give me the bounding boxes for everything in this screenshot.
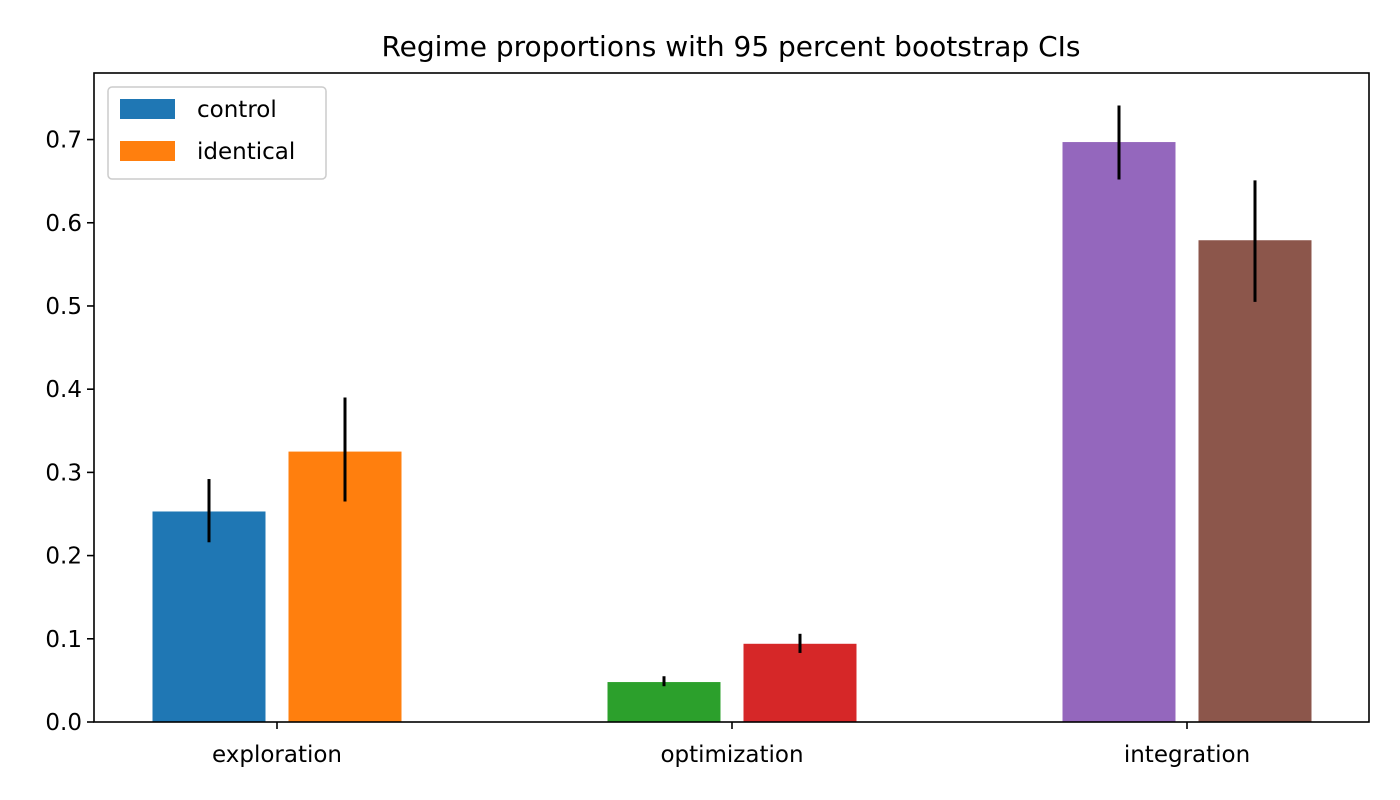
bar-optimization-control <box>607 682 721 722</box>
x-axis: exploration optimization integration <box>212 722 1250 768</box>
x-tick-label: exploration <box>212 742 342 768</box>
y-tick-label: 0.6 <box>45 211 82 237</box>
bar-integration-control <box>1062 142 1176 723</box>
x-tick-label: optimization <box>660 742 803 768</box>
bar-optimization-identical <box>743 643 857 722</box>
y-tick-label: 0.4 <box>45 377 82 403</box>
y-tick-label: 0.0 <box>45 710 82 736</box>
y-axis: 0.0 0.1 0.2 0.3 0.4 0.5 0.6 0.7 <box>45 128 94 736</box>
x-tick-label: integration <box>1124 742 1250 768</box>
bars-layer <box>152 142 1312 723</box>
legend-label-identical: identical <box>197 139 295 165</box>
chart-title: Regime proportions with 95 percent boots… <box>381 30 1080 63</box>
legend-swatch-control <box>120 99 175 119</box>
y-tick-label: 0.1 <box>45 627 82 653</box>
y-tick-label: 0.5 <box>45 294 82 320</box>
legend-swatch-identical <box>120 141 175 161</box>
bar-integration-identical <box>1198 240 1312 722</box>
bar-exploration-control <box>152 511 266 722</box>
y-tick-label: 0.7 <box>45 128 82 154</box>
y-tick-label: 0.3 <box>45 460 82 486</box>
errorbars-layer <box>207 105 1257 687</box>
legend-label-control: control <box>197 97 277 123</box>
y-tick-label: 0.2 <box>45 544 82 570</box>
legend: control identical <box>107 86 327 180</box>
